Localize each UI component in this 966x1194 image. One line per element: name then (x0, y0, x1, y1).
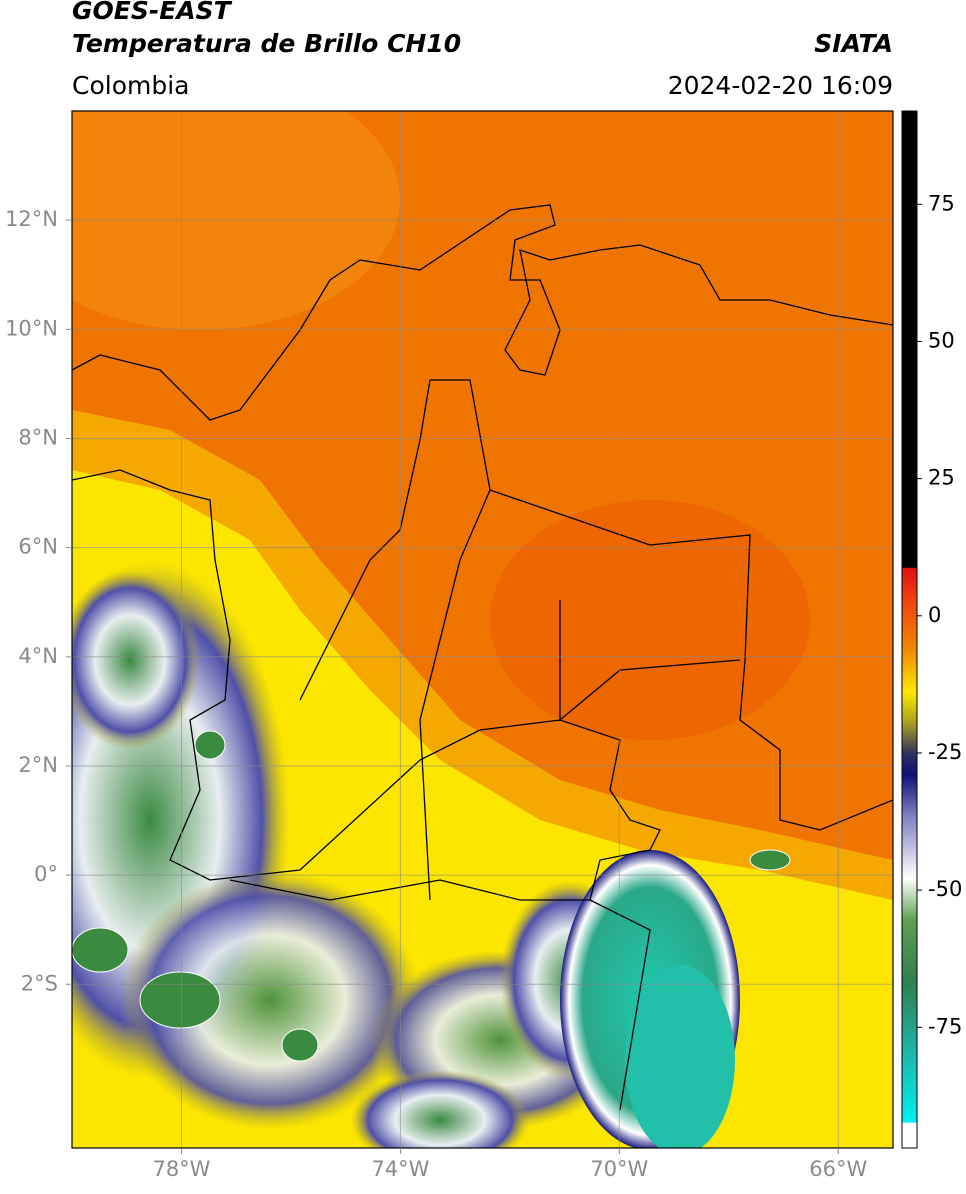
lat-tick-label: 4°N (18, 644, 58, 668)
colorbar-tick-label: 25 (928, 466, 955, 490)
colorbar-tick-label: 50 (928, 328, 955, 352)
colorbar (901, 110, 918, 1149)
colorbar-tick-label: -75 (928, 1014, 962, 1038)
lon-tick-label: 74°W (371, 1157, 429, 1181)
datetime: 2024-02-20 16:09 (668, 71, 893, 100)
lon-tick-label: 70°W (590, 1157, 648, 1181)
lat-tick-label: 12°N (5, 207, 58, 231)
lat-tick-label: 10°N (5, 316, 58, 340)
colorbar-tick-label: -25 (928, 740, 962, 764)
lat-tick-label: 2°S (21, 971, 58, 995)
lat-tick-label: 2°N (18, 753, 58, 777)
title-line2: Temperatura de Brillo CH10 (72, 29, 461, 58)
colorbar-tick-label: 75 (928, 191, 955, 215)
title-line1: GOES-EAST (72, 0, 233, 25)
colorbar-tick-label: 0 (928, 603, 941, 627)
region: Colombia (72, 71, 189, 100)
lat-tick-label: 8°N (18, 425, 58, 449)
lat-tick-label: 6°N (18, 535, 58, 559)
lon-tick-label: 66°W (809, 1157, 867, 1181)
lon-tick-label: 78°W (152, 1157, 210, 1181)
colorbar-tick-label: -50 (928, 877, 962, 901)
source: SIATA (814, 29, 893, 58)
graticule (72, 111, 893, 1148)
lat-tick-label: 0° (34, 862, 58, 886)
satellite-image (72, 111, 893, 1148)
map-frame (71, 110, 894, 1149)
